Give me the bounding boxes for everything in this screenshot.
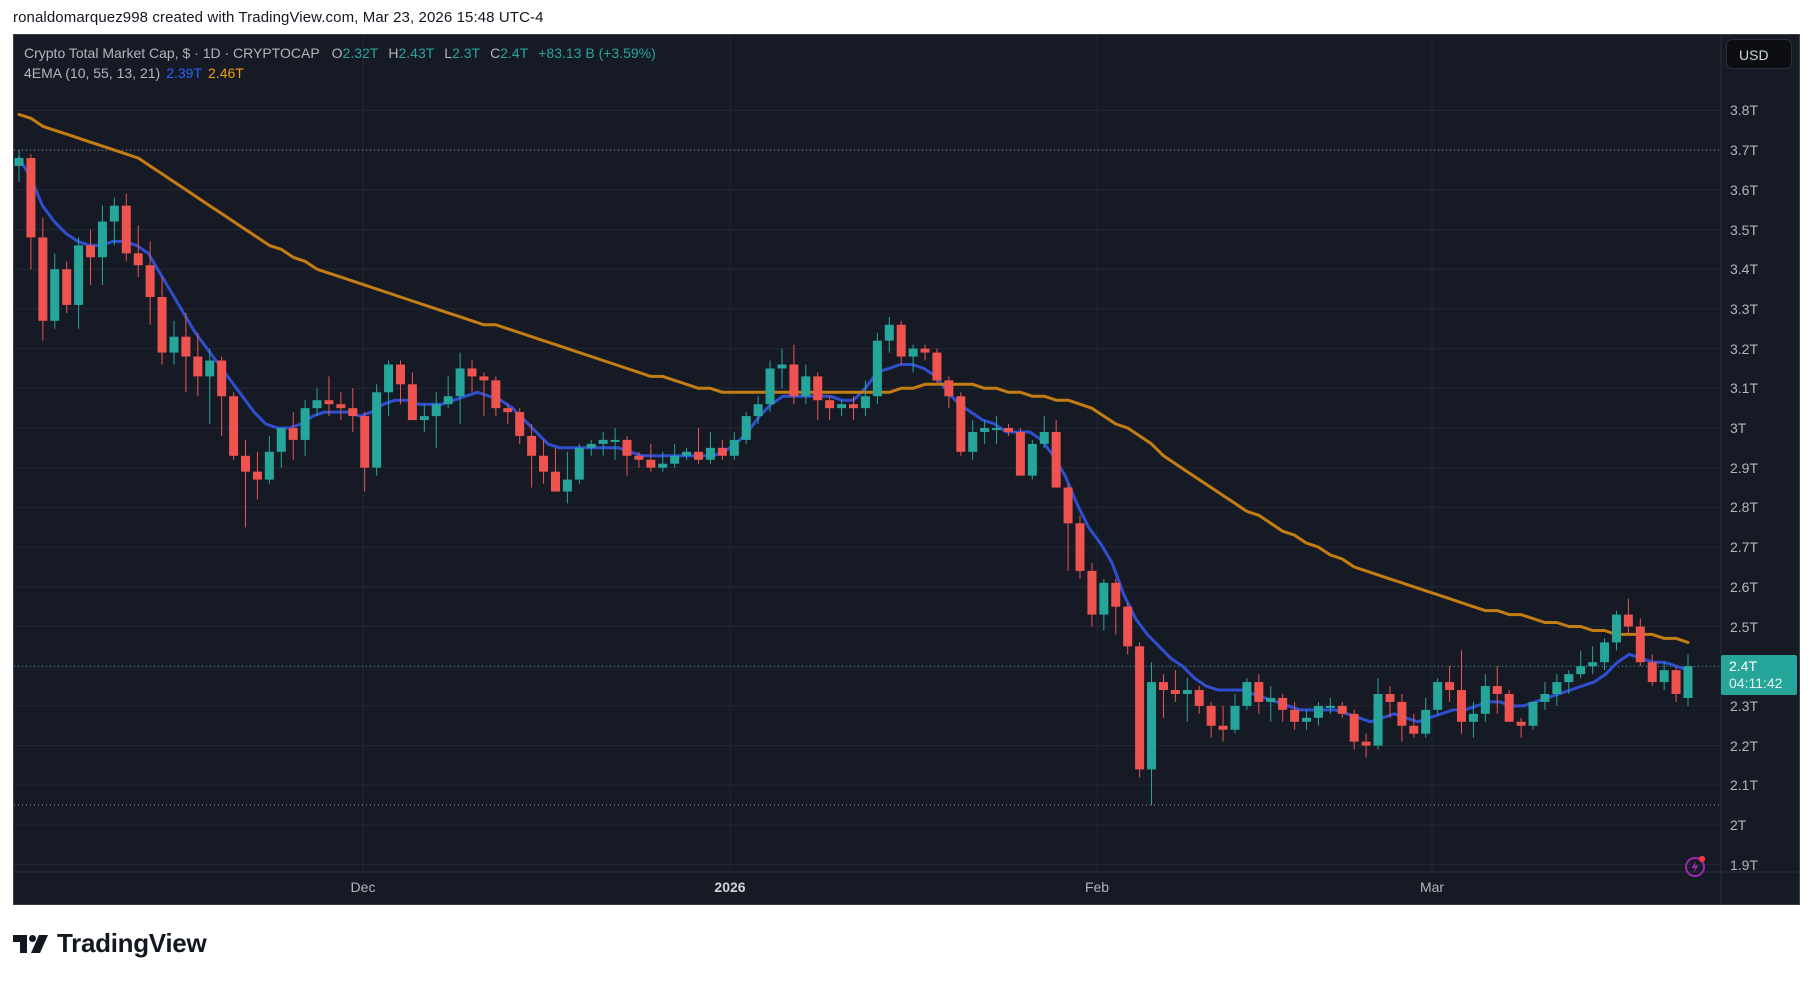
chart-panel[interactable]: Crypto Total Market Cap, $ · 1D · CRYPTO… — [13, 34, 1800, 905]
ema-fast-value: 2.39T — [166, 65, 203, 81]
price-axis-label: 3T — [1730, 420, 1747, 436]
price-axis-label: 1.9T — [1730, 856, 1759, 873]
change-value: +83.13 B (+3.59%) — [538, 45, 656, 61]
low-value: 2.3T — [452, 45, 481, 61]
low-label: L — [444, 45, 453, 61]
candlestick-plot[interactable] — [14, 35, 1800, 905]
last-price-label: 2.4T 04:11:42 — [1721, 655, 1797, 695]
price-axis-label: 3.3T — [1730, 300, 1759, 317]
chart-caption: ronaldomarquez998 created with TradingVi… — [13, 9, 544, 26]
price-axis-label: 3.2T — [1730, 340, 1759, 357]
price-axis-label: 3.1T — [1730, 380, 1759, 397]
ohlc-values: O2.32T H2.43T L2.3T C2.4T +83.13 B (+3.5… — [332, 43, 656, 63]
price-axis-label: 2.3T — [1730, 697, 1759, 714]
time-axis-label: Feb — [1084, 879, 1110, 895]
logo-text: TradingView — [57, 928, 207, 958]
price-axis-label: 2.9T — [1730, 459, 1759, 476]
price-axis-label: 2.6T — [1730, 578, 1759, 595]
price-axis-label: 2.7T — [1730, 539, 1759, 556]
time-axis-label: Dec — [350, 879, 376, 895]
price-axis-label: 3.5T — [1730, 221, 1759, 238]
price-axis-label: 3.8T — [1730, 102, 1759, 119]
indicator-name[interactable]: 4EMA (10, 55, 13, 21) — [24, 65, 161, 81]
price-axis-label: 2.1T — [1730, 777, 1759, 794]
tradingview-logo[interactable]: TradingView — [13, 928, 207, 959]
open-label: O — [331, 45, 343, 61]
high-value: 2.43T — [398, 45, 435, 61]
close-value: 2.4T — [500, 45, 529, 61]
price-axis-label: 2T — [1730, 817, 1747, 833]
close-label: C — [490, 45, 501, 61]
time-axis-label: 2026 — [714, 879, 746, 895]
price-axis-label: 3.4T — [1730, 261, 1759, 278]
price-axis-label: 2.2T — [1730, 737, 1759, 754]
symbol-row: Crypto Total Market Cap, $ · 1D · CRYPTO… — [24, 43, 656, 63]
lightning-icon[interactable] — [1683, 854, 1707, 878]
price-axis-label: 3.6T — [1730, 181, 1759, 198]
price-axis-label: 2.5T — [1730, 618, 1759, 635]
last-price-value: 2.4T — [1729, 658, 1758, 674]
indicator-row: 4EMA (10, 55, 13, 21) 2.39T 2.46T — [24, 63, 656, 83]
currency-button[interactable]: USD — [1726, 39, 1792, 69]
ema-slow-value: 2.46T — [208, 65, 244, 81]
time-axis-label: Mar — [1419, 879, 1445, 895]
price-axis-label: 2.8T — [1730, 499, 1759, 516]
bar-countdown: 04:11:42 — [1729, 675, 1783, 691]
open-value: 2.32T — [342, 45, 379, 61]
high-label: H — [388, 45, 399, 61]
price-axis-label: 3.7T — [1730, 142, 1759, 159]
chart-legend: Crypto Total Market Cap, $ · 1D · CRYPTO… — [24, 43, 656, 83]
symbol-title[interactable]: Crypto Total Market Cap, $ · 1D · CRYPTO… — [24, 45, 320, 61]
tradingview-logo-icon — [13, 934, 48, 953]
